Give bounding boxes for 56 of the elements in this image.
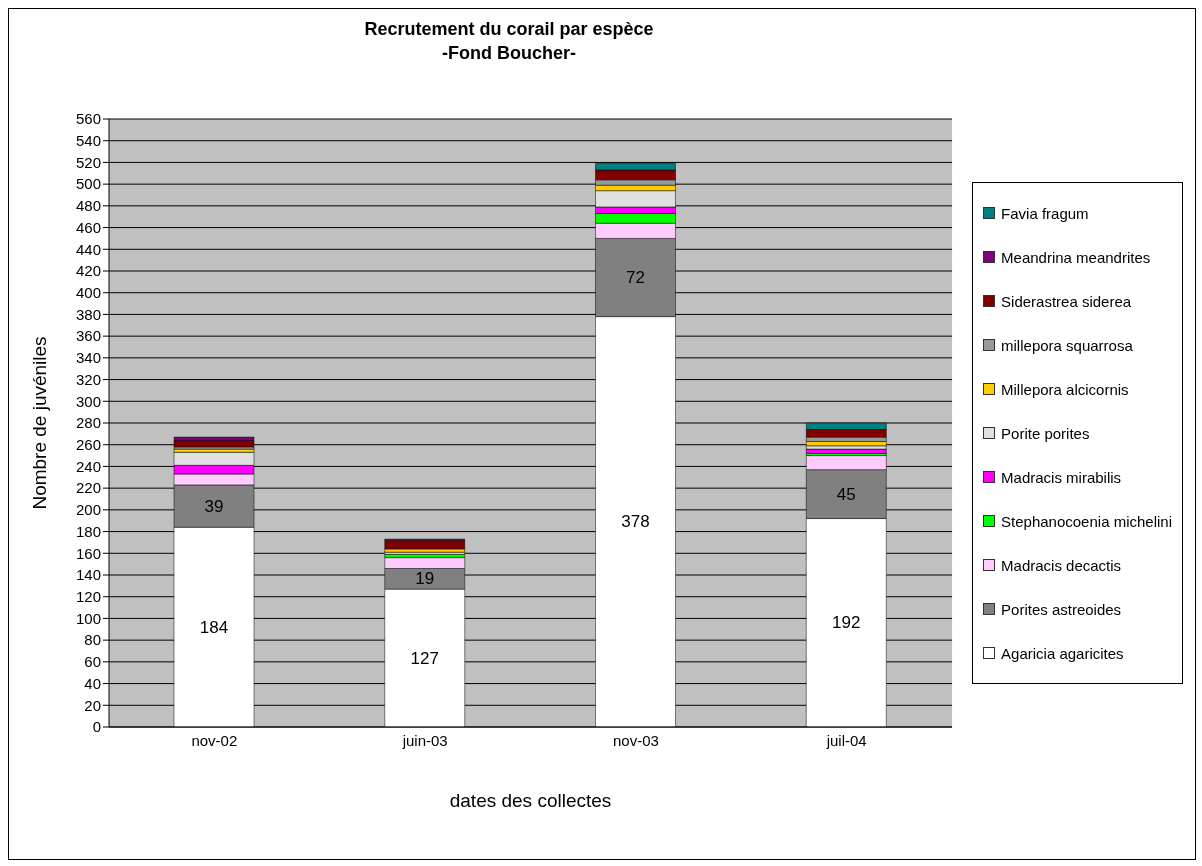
y-tick-label: 480 xyxy=(75,197,101,215)
y-tick-label: 260 xyxy=(75,436,101,454)
y-tick-label: 540 xyxy=(75,132,101,150)
y-tick-label: 200 xyxy=(75,501,101,519)
legend-label: Madracis mirabilis xyxy=(1001,468,1122,486)
x-tick-label: nov-02 xyxy=(191,731,238,749)
data-label: 19 xyxy=(415,569,435,589)
y-tick-label: 340 xyxy=(75,349,101,367)
x-tick-label: juil-04 xyxy=(825,731,867,749)
y-tick-label: 80 xyxy=(84,631,101,649)
y-tick-label: 440 xyxy=(75,240,101,258)
y-tick-label: 420 xyxy=(75,262,101,280)
x-tick-label: nov-03 xyxy=(612,731,659,749)
data-label: 184 xyxy=(199,617,229,637)
chart-title: Recrutement du corail par espèce xyxy=(363,18,655,41)
y-tick-label: 140 xyxy=(75,566,101,584)
y-tick-label: 380 xyxy=(75,305,101,323)
data-label: 45 xyxy=(836,484,856,504)
legend-label: Siderastrea siderea xyxy=(1001,292,1132,310)
y-tick-label: 240 xyxy=(75,457,101,475)
data-label: 127 xyxy=(410,648,439,668)
y-axis-title: Nombre de juvéniles xyxy=(28,336,50,510)
y-tick-label: 360 xyxy=(75,327,101,345)
x-axis-title: dates des collectes xyxy=(449,790,612,811)
y-tick-label: 560 xyxy=(75,110,101,128)
legend-label: Stephanocoenia michelini xyxy=(1001,512,1172,530)
data-label: 192 xyxy=(832,613,861,633)
legend-label: Porites astreoides xyxy=(1001,600,1122,618)
y-tick-label: 180 xyxy=(75,522,101,540)
y-tick-label: 40 xyxy=(84,674,101,692)
y-tick-label: 280 xyxy=(75,414,101,432)
y-tick-label: 460 xyxy=(75,218,101,236)
y-tick-label: 300 xyxy=(75,392,101,410)
y-tick-label: 100 xyxy=(75,609,101,627)
y-tick-label: 320 xyxy=(75,370,101,388)
legend-label: Madracis decactis xyxy=(1001,556,1122,574)
legend-label: Porite porites xyxy=(1001,424,1090,442)
legend-label: Meandrina meandrites xyxy=(1001,248,1151,266)
y-tick-label: 220 xyxy=(75,479,101,497)
data-label: 378 xyxy=(621,512,650,532)
legend-label: millepora squarrosa xyxy=(1001,336,1133,354)
chart-subtitle: -Fond Boucher- xyxy=(441,42,577,65)
legend-label: Favia fragum xyxy=(1001,204,1089,222)
y-tick-label: 520 xyxy=(75,153,101,171)
y-tick-label: 400 xyxy=(75,284,101,302)
y-tick-label: 60 xyxy=(84,653,101,671)
x-tick-label: juin-03 xyxy=(401,731,448,749)
y-tick-label: 500 xyxy=(75,175,101,193)
y-tick-label: 0 xyxy=(92,718,101,736)
y-tick-label: 120 xyxy=(75,588,101,606)
legend-label: Millepora alcicornis xyxy=(1001,380,1129,398)
y-tick-label: 160 xyxy=(75,544,101,562)
y-tick-label: 20 xyxy=(84,696,101,714)
data-label: 39 xyxy=(204,496,224,516)
legend-label: Agaricia agaricites xyxy=(1001,644,1124,662)
data-label: 72 xyxy=(626,268,645,288)
